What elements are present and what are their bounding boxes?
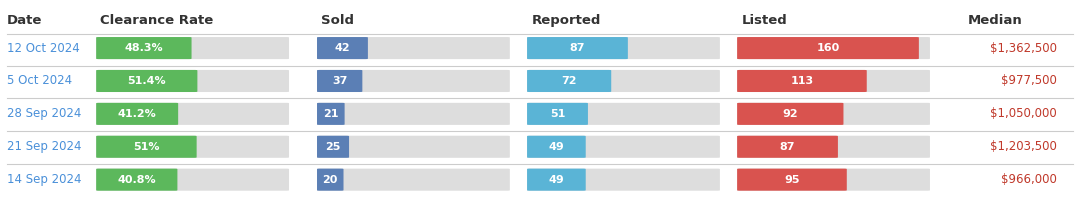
- Text: 14 Sep 2024: 14 Sep 2024: [6, 173, 81, 186]
- FancyBboxPatch shape: [527, 70, 720, 92]
- Text: 51%: 51%: [133, 142, 160, 152]
- FancyBboxPatch shape: [318, 37, 368, 59]
- Text: Date: Date: [6, 14, 42, 27]
- Text: 51: 51: [550, 109, 565, 119]
- FancyBboxPatch shape: [738, 37, 930, 59]
- Text: 25: 25: [325, 142, 340, 152]
- FancyBboxPatch shape: [527, 70, 611, 92]
- Text: 48.3%: 48.3%: [124, 43, 163, 53]
- FancyBboxPatch shape: [527, 136, 720, 158]
- FancyBboxPatch shape: [318, 37, 510, 59]
- FancyBboxPatch shape: [96, 70, 289, 92]
- Text: Clearance Rate: Clearance Rate: [100, 14, 214, 27]
- FancyBboxPatch shape: [738, 103, 843, 125]
- Text: Reported: Reported: [531, 14, 600, 27]
- Text: 87: 87: [780, 142, 795, 152]
- FancyBboxPatch shape: [738, 136, 930, 158]
- Text: $1,203,500: $1,203,500: [990, 140, 1057, 153]
- FancyBboxPatch shape: [738, 103, 930, 125]
- FancyBboxPatch shape: [527, 136, 585, 158]
- FancyBboxPatch shape: [96, 136, 197, 158]
- Text: $966,000: $966,000: [1001, 173, 1057, 186]
- Text: $1,050,000: $1,050,000: [990, 107, 1057, 120]
- FancyBboxPatch shape: [96, 37, 191, 59]
- Text: 95: 95: [784, 175, 799, 185]
- Text: 49: 49: [549, 175, 564, 185]
- FancyBboxPatch shape: [96, 169, 289, 191]
- FancyBboxPatch shape: [738, 169, 930, 191]
- Text: 28 Sep 2024: 28 Sep 2024: [6, 107, 81, 120]
- FancyBboxPatch shape: [738, 37, 919, 59]
- FancyBboxPatch shape: [318, 169, 510, 191]
- Text: 40.8%: 40.8%: [118, 175, 157, 185]
- Text: 42: 42: [335, 43, 350, 53]
- Text: 5 Oct 2024: 5 Oct 2024: [6, 74, 72, 88]
- FancyBboxPatch shape: [527, 37, 720, 59]
- FancyBboxPatch shape: [318, 70, 363, 92]
- FancyBboxPatch shape: [96, 103, 289, 125]
- Text: 92: 92: [783, 109, 798, 119]
- Text: 37: 37: [332, 76, 348, 86]
- Text: Sold: Sold: [322, 14, 354, 27]
- FancyBboxPatch shape: [318, 169, 343, 191]
- Text: 20: 20: [323, 175, 338, 185]
- FancyBboxPatch shape: [318, 136, 349, 158]
- Text: 72: 72: [562, 76, 577, 86]
- Text: 21 Sep 2024: 21 Sep 2024: [6, 140, 81, 153]
- Text: Median: Median: [968, 14, 1023, 27]
- Text: 21: 21: [323, 109, 338, 119]
- FancyBboxPatch shape: [527, 37, 627, 59]
- FancyBboxPatch shape: [318, 136, 510, 158]
- Text: 160: 160: [816, 43, 839, 53]
- FancyBboxPatch shape: [318, 103, 510, 125]
- FancyBboxPatch shape: [527, 169, 720, 191]
- FancyBboxPatch shape: [318, 70, 510, 92]
- FancyBboxPatch shape: [96, 70, 198, 92]
- FancyBboxPatch shape: [738, 70, 867, 92]
- Text: 41.2%: 41.2%: [118, 109, 157, 119]
- FancyBboxPatch shape: [527, 103, 588, 125]
- FancyBboxPatch shape: [738, 136, 838, 158]
- FancyBboxPatch shape: [527, 169, 585, 191]
- Text: 51.4%: 51.4%: [127, 76, 166, 86]
- FancyBboxPatch shape: [318, 103, 345, 125]
- FancyBboxPatch shape: [527, 103, 720, 125]
- Text: 113: 113: [791, 76, 813, 86]
- FancyBboxPatch shape: [96, 37, 289, 59]
- Text: 12 Oct 2024: 12 Oct 2024: [6, 41, 80, 55]
- FancyBboxPatch shape: [738, 70, 930, 92]
- Text: $977,500: $977,500: [1001, 74, 1057, 88]
- Text: 87: 87: [570, 43, 585, 53]
- Text: Listed: Listed: [742, 14, 787, 27]
- Text: $1,362,500: $1,362,500: [990, 41, 1057, 55]
- FancyBboxPatch shape: [738, 169, 847, 191]
- FancyBboxPatch shape: [96, 136, 289, 158]
- Text: 49: 49: [549, 142, 564, 152]
- FancyBboxPatch shape: [96, 103, 178, 125]
- FancyBboxPatch shape: [96, 169, 177, 191]
